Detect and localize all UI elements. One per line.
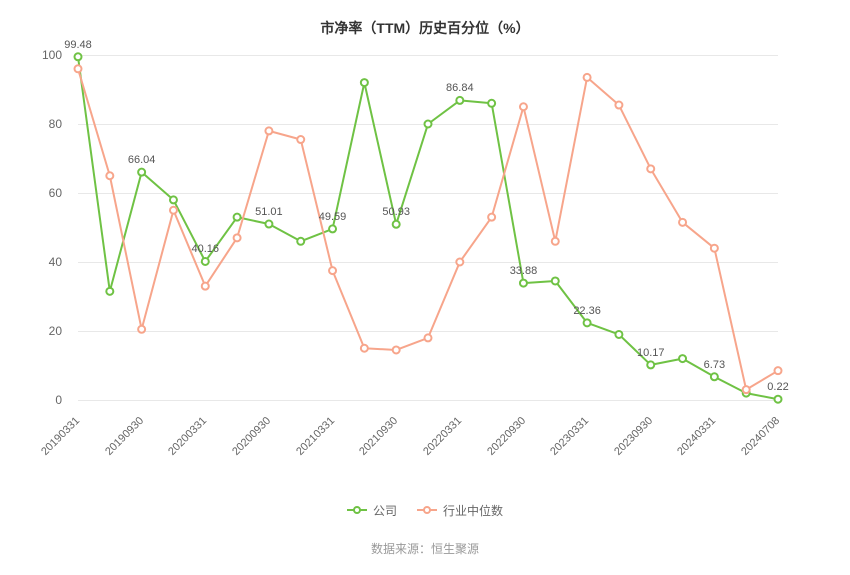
data-label: 99.48 [64, 39, 92, 51]
legend: 公司 行业中位数 [0, 498, 850, 519]
series-marker-1 [138, 326, 145, 333]
legend-marker-dot [423, 506, 431, 514]
y-tick-label: 80 [49, 117, 62, 131]
data-label: 51.01 [255, 206, 283, 218]
y-tick-label: 40 [49, 255, 62, 269]
data-label: 49.59 [319, 211, 347, 223]
series-marker-0 [329, 225, 336, 232]
series-marker-0 [552, 277, 559, 284]
series-marker-0 [711, 373, 718, 380]
x-tick-label: 20210930 [357, 415, 400, 458]
x-tick-label: 20220930 [485, 415, 528, 458]
series-marker-1 [234, 234, 241, 241]
plot-area: 99.4866.0440.1651.0149.5950.9386.8433.88… [78, 55, 778, 400]
series-marker-0 [775, 396, 782, 403]
y-tick-label: 60 [49, 186, 62, 200]
series-marker-1 [425, 334, 432, 341]
x-tick-label: 20200331 [166, 415, 209, 458]
series-marker-0 [488, 100, 495, 107]
series-marker-1 [393, 346, 400, 353]
series-marker-0 [106, 288, 113, 295]
data-label: 0.22 [767, 381, 788, 393]
series-marker-1 [647, 165, 654, 172]
x-tick-label: 20220331 [421, 415, 464, 458]
series-marker-1 [520, 103, 527, 110]
series-marker-0 [425, 121, 432, 128]
series-marker-0 [393, 221, 400, 228]
y-tick-label: 100 [42, 48, 62, 62]
y-axis: 020406080100 [0, 55, 70, 400]
series-marker-0 [138, 169, 145, 176]
series-marker-1 [679, 219, 686, 226]
legend-item[interactable]: 公司 [347, 502, 397, 519]
series-line-0 [78, 57, 778, 399]
series-marker-0 [361, 79, 368, 86]
series-marker-0 [520, 280, 527, 287]
series-marker-1 [743, 386, 750, 393]
series-marker-1 [361, 345, 368, 352]
data-label: 66.04 [128, 154, 156, 166]
series-marker-0 [456, 97, 463, 104]
data-label: 6.73 [704, 359, 725, 371]
series-marker-0 [234, 214, 241, 221]
series-marker-1 [265, 127, 272, 134]
series-marker-1 [775, 367, 782, 374]
chart-svg [78, 55, 778, 400]
x-tick-label: 20230331 [548, 415, 591, 458]
legend-marker [347, 509, 367, 511]
data-label: 40.16 [192, 243, 220, 255]
source-note: 数据来源：恒生聚源 [0, 540, 850, 557]
series-marker-0 [615, 331, 622, 338]
y-tick-label: 0 [55, 393, 62, 407]
series-marker-1 [75, 65, 82, 72]
series-marker-1 [329, 267, 336, 274]
series-marker-1 [584, 74, 591, 81]
chart-title: 市净率（TTM）历史百分位（%） [0, 0, 850, 38]
y-tick-label: 20 [49, 324, 62, 338]
series-marker-1 [456, 259, 463, 266]
series-marker-0 [584, 319, 591, 326]
x-tick-label: 20200930 [230, 415, 273, 458]
series-marker-0 [647, 361, 654, 368]
series-marker-1 [170, 207, 177, 214]
series-marker-0 [202, 258, 209, 265]
x-axis: 2019033120190930202003312020093020210331… [78, 405, 778, 485]
series-marker-0 [75, 53, 82, 60]
legend-marker-dot [353, 506, 361, 514]
x-tick-label: 20240708 [739, 415, 782, 458]
x-tick-label: 20240331 [676, 415, 719, 458]
series-marker-1 [711, 245, 718, 252]
x-tick-label: 20210331 [294, 415, 337, 458]
legend-item[interactable]: 行业中位数 [417, 502, 503, 519]
data-label: 50.93 [382, 206, 410, 218]
series-marker-1 [297, 136, 304, 143]
data-label: 22.36 [573, 305, 601, 317]
series-marker-0 [265, 221, 272, 228]
series-marker-0 [170, 196, 177, 203]
legend-marker [417, 509, 437, 511]
gridline [78, 400, 778, 401]
series-marker-0 [297, 238, 304, 245]
series-marker-1 [202, 283, 209, 290]
data-label: 10.17 [637, 347, 665, 359]
series-marker-0 [679, 355, 686, 362]
x-tick-label: 20190930 [103, 415, 146, 458]
series-marker-1 [552, 238, 559, 245]
series-marker-1 [488, 214, 495, 221]
x-tick-label: 20230930 [612, 415, 655, 458]
series-marker-1 [106, 172, 113, 179]
legend-label: 公司 [373, 502, 397, 519]
data-label: 86.84 [446, 82, 474, 94]
legend-label: 行业中位数 [443, 502, 503, 519]
x-tick-label: 20190331 [39, 415, 82, 458]
chart-container: 市净率（TTM）历史百分位（%） 0 20 40 60 80 100 99.48 66.04… [0, 0, 850, 575]
data-label: 33.88 [510, 265, 538, 277]
series-marker-1 [615, 102, 622, 109]
